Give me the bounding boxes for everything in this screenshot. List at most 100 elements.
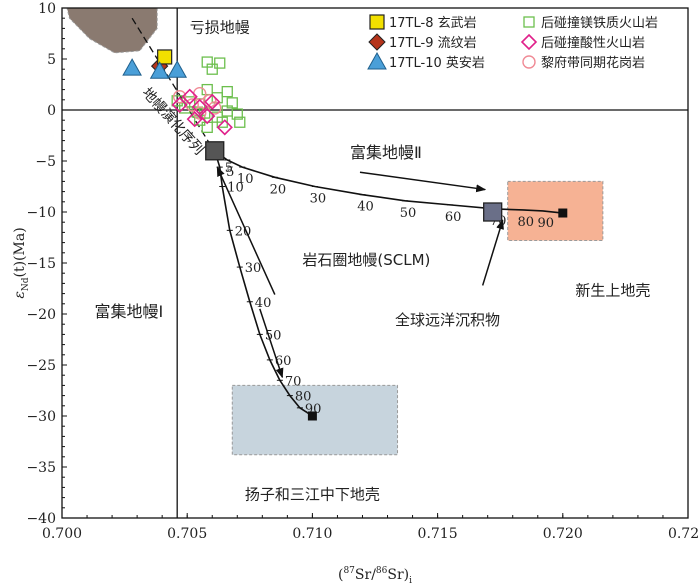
y-tick-label: 10 — [38, 1, 56, 17]
arrow-2 — [481, 219, 504, 286]
legend-label-5: 黎府带同期花岗岩 — [541, 55, 645, 71]
annotation-3: 富集地幔Ⅰ — [95, 302, 164, 321]
mixing-curve-ii-tick-label: 30 — [310, 192, 327, 207]
legend-label-1: 17TL-9 流纹岩 — [389, 36, 477, 51]
mixing-curve-i-tick-label: 20 — [235, 224, 252, 239]
mixing-curve-i-tick-label: 10 — [227, 181, 244, 196]
mixing-curve-ii-line — [214, 150, 563, 214]
end-member-3 — [558, 208, 568, 218]
regions-layer — [66, 7, 604, 456]
series-4-point-1 — [191, 98, 208, 116]
mixing-curve-ii-tick-label: 5 — [226, 165, 234, 180]
x-axis-label-sup2: 86 — [376, 566, 388, 576]
x-tick-label: 0.720 — [543, 526, 583, 542]
series-3-point-4 — [221, 85, 233, 98]
mixing-curve-ii-tick-label: 50 — [400, 206, 417, 221]
region-0 — [66, 7, 158, 54]
y-axis-label-epsilon: ε — [12, 291, 28, 299]
mixing-curve-ii-tick-label: 20 — [270, 182, 287, 197]
region-1 — [507, 180, 604, 242]
y-axis-label-sub: Nd — [21, 277, 31, 291]
mixing-curve-ii-tick-label: 10 — [237, 172, 254, 187]
legend: 17TL-8 玄武岩 17TL-9 流纹岩 17TL-10 英安岩 后碰撞镁铁质火山岩… — [367, 14, 658, 71]
mixing-curve-i-tick-label: 50 — [265, 328, 282, 343]
annotation-0: 亏损地幔 — [190, 18, 250, 36]
mixing-curve-i-line — [213, 150, 313, 417]
y-tick-label: −30 — [26, 409, 56, 425]
legend-label-2: 17TL-10 英安岩 — [389, 56, 485, 71]
series-4-point-6 — [171, 96, 188, 114]
y-tick-label: −5 — [35, 154, 56, 170]
mixing-curve-ii-tick-label: 80 — [517, 215, 534, 230]
x-tick-label: 0.715 — [418, 526, 458, 542]
mixing-curve-i-tick-label: 80 — [295, 390, 312, 405]
legend-marker-3 — [523, 16, 535, 28]
annotation-7: 扬子和三江中下地壳 — [245, 486, 380, 504]
legend-marker-5 — [522, 55, 536, 69]
arrow-1 — [216, 166, 276, 295]
annotation-6: 新生上地壳 — [575, 282, 650, 300]
y-axis-label: εNd(t)(Ma) — [12, 227, 31, 298]
legend-label-4: 后碰撞酸性火山岩 — [541, 36, 645, 51]
mixing-curve-i-tick-label: 5 — [225, 161, 233, 176]
legend-marker-0 — [369, 14, 385, 30]
series-5-point-5 — [208, 101, 222, 115]
x-tick-label: 0.705 — [167, 526, 207, 542]
legend-marker-1 — [368, 33, 386, 51]
mixing-curve-i-tick-label: 40 — [255, 296, 272, 311]
arrow-0 — [359, 171, 487, 193]
mixing-curve-i-tick-label: 70 — [285, 374, 302, 389]
series-4-point-0 — [181, 88, 198, 105]
end-member-2 — [307, 411, 317, 421]
x-axis-label-end: Sr) — [387, 567, 409, 583]
x-axis-label: (87Sr/86Sr)i — [338, 566, 412, 585]
series-0-point-0 — [157, 49, 173, 65]
legend-label-0: 17TL-8 玄武岩 — [389, 16, 477, 31]
legend-label-3: 后碰撞镁铁质火山岩 — [541, 16, 658, 31]
x-axis-label-mid: Sr/ — [355, 567, 376, 583]
axes-layer: 0.7000.7050.7100.7150.7200.7251050−5−10−… — [26, 1, 700, 542]
y-tick-label: −15 — [26, 256, 56, 272]
y-tick-label: 5 — [47, 52, 56, 68]
x-axis-label-prefix: ( — [338, 567, 343, 583]
series-3-point-3 — [201, 83, 213, 96]
y-tick-label: −35 — [26, 460, 56, 476]
mixing-curve-ii-tick-label: 60 — [445, 210, 462, 225]
end-member-0 — [205, 141, 225, 161]
series-4-point-2 — [186, 111, 203, 128]
series-3-point-5 — [211, 92, 223, 104]
annotation-5: 全球远洋沉积物 — [395, 311, 500, 329]
end-member-1 — [483, 202, 503, 222]
x-tick-label: 0.710 — [292, 526, 332, 542]
series-4-point-4 — [199, 107, 216, 125]
arrow-3 — [259, 308, 284, 379]
data-points-layer — [122, 49, 568, 421]
series-2-point-2 — [167, 60, 188, 78]
y-tick-label: −25 — [26, 358, 56, 374]
y-axis-label-rest: (t)(Ma) — [12, 227, 28, 277]
x-axis-label-sup1: 87 — [343, 566, 355, 576]
y-tick-label: 0 — [47, 103, 56, 119]
x-axis-label-sub: i — [409, 576, 412, 585]
legend-marker-4 — [520, 33, 538, 51]
x-tick-label: 0.700 — [42, 526, 82, 542]
series-4-point-3 — [216, 119, 233, 136]
y-tick-label: −10 — [26, 205, 56, 221]
legend-marker-2 — [367, 51, 387, 70]
annotation-4: 岩石圈地幔(SCLM) — [302, 251, 430, 269]
series-2-point-0 — [122, 58, 142, 76]
mixing-curve-ii-tick-label: 90 — [537, 216, 554, 231]
mixing-curve-ii-tick-label: 40 — [357, 200, 374, 215]
mixing-curve-i-tick-label: 30 — [245, 261, 262, 276]
x-tick-label: 0.725 — [668, 526, 700, 542]
series-3-point-2 — [206, 63, 218, 75]
annotation-2: 富集地幔Ⅱ — [350, 143, 422, 162]
series-3-point-13 — [231, 108, 243, 120]
series-3-point-1 — [214, 57, 226, 69]
y-tick-label: −40 — [26, 511, 56, 527]
series-2-point-1 — [149, 61, 170, 79]
y-tick-label: −20 — [26, 307, 56, 323]
series-4-point-5 — [204, 93, 221, 110]
series-3-point-17 — [234, 116, 246, 128]
